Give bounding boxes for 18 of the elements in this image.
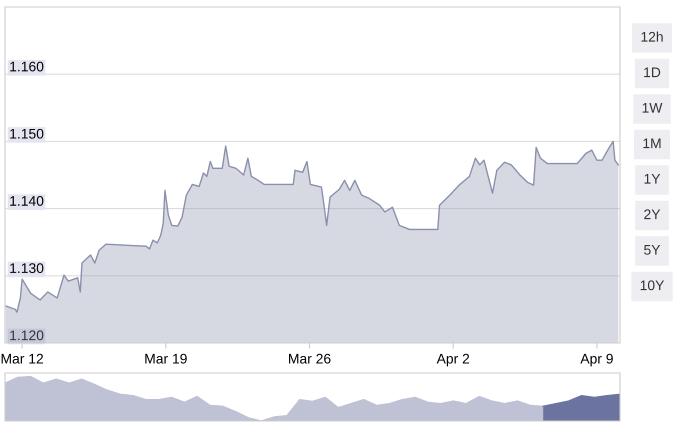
x-tick-label: Apr 9 — [580, 354, 613, 366]
text: 5Y — [644, 245, 660, 255]
x-tick-label: Mar 26 — [289, 354, 331, 364]
text: 12h — [641, 32, 663, 42]
text: 10Y — [640, 280, 664, 290]
y-tick-label: 1.120 — [10, 330, 44, 340]
y-tick-label: 1.130 — [10, 263, 44, 274]
text: 1Y — [644, 174, 660, 184]
x-tick-label: Apr 2 — [436, 354, 470, 366]
y-tick-label: 1.160 — [10, 62, 44, 72]
y-tick-label: 1.150 — [10, 128, 44, 139]
x-tick-label: Mar 12 — [2, 354, 44, 364]
text: 1W — [642, 103, 662, 113]
text: 1D — [644, 68, 660, 78]
y-tick-label: 1.140 — [10, 196, 44, 206]
text: 1M — [643, 138, 661, 148]
x-tick-label: Mar 19 — [145, 354, 187, 364]
text: 2Y — [644, 209, 660, 220]
